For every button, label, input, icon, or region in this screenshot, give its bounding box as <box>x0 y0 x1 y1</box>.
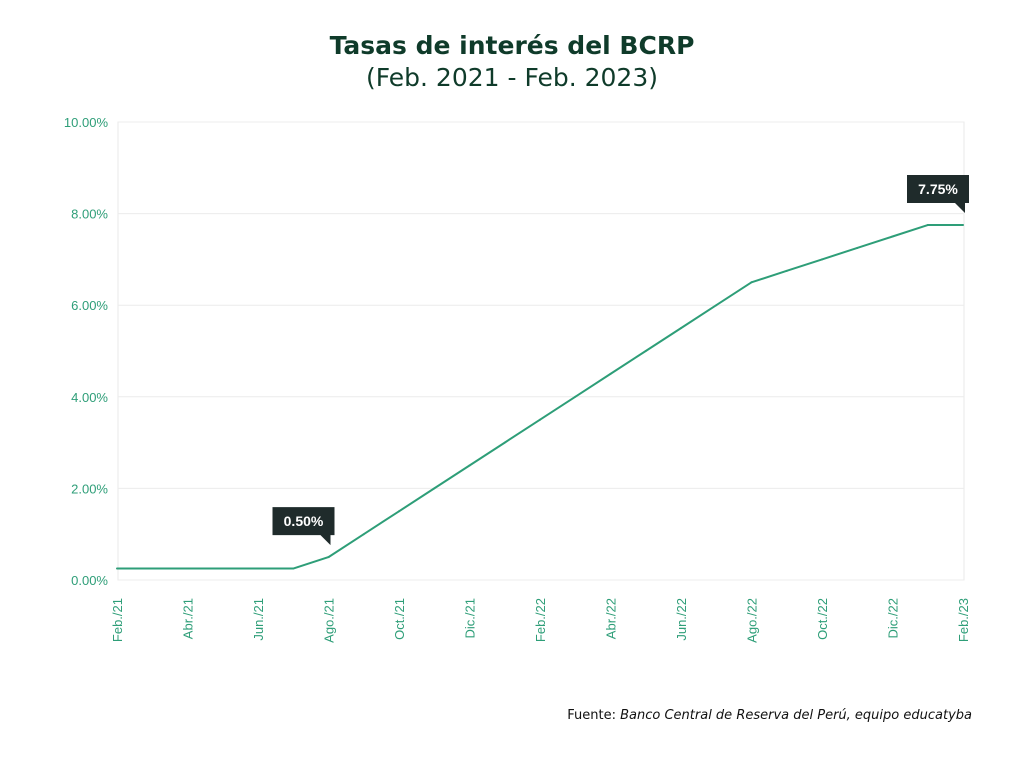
data-point <box>221 567 224 570</box>
x-tick-label: Oct./22 <box>815 598 830 640</box>
data-point <box>715 304 718 307</box>
chart-title: Tasas de interés del BCRP <box>329 31 695 60</box>
annotation-label: 0.50% <box>284 513 324 529</box>
data-point <box>292 567 295 570</box>
data-point <box>644 350 647 352</box>
data-point <box>468 464 471 467</box>
y-tick-label: 2.00% <box>71 481 108 496</box>
data-point <box>398 510 400 513</box>
data-point <box>680 327 682 330</box>
data-point <box>433 487 436 490</box>
x-tick-label: Feb./21 <box>110 598 125 642</box>
x-tick-label: Feb./23 <box>956 598 971 642</box>
annotation-callout: 0.50% <box>272 507 335 546</box>
data-point <box>750 281 753 284</box>
annotation-label: 7.75% <box>918 181 958 197</box>
x-tick-label: Abr./22 <box>604 598 619 639</box>
source-prefix: Fuente: <box>567 708 616 723</box>
data-point <box>962 224 964 227</box>
x-tick-label: Ago./21 <box>322 598 337 643</box>
x-tick-label: Jun./21 <box>251 598 266 641</box>
data-point <box>574 395 577 398</box>
chart-subtitle: (Feb. 2021 - Feb. 2023) <box>366 63 658 92</box>
data-point <box>785 269 788 272</box>
x-tick-label: Ago./22 <box>745 598 760 643</box>
y-tick-label: 6.00% <box>71 298 108 313</box>
data-point <box>327 556 330 559</box>
source-note: Fuente: Banco Central de Reserva del Per… <box>567 708 972 723</box>
data-point <box>257 567 259 570</box>
data-point <box>821 258 823 261</box>
data-point <box>362 533 365 536</box>
x-tick-label: Feb./22 <box>533 598 548 642</box>
data-point <box>116 567 118 570</box>
source-text: Banco Central de Reserva del Perú, equip… <box>620 708 972 723</box>
data-point <box>186 567 189 570</box>
x-tick-label: Abr./21 <box>181 598 196 639</box>
data-point <box>609 372 612 375</box>
data-point <box>891 235 894 238</box>
x-tick-label: Jun./22 <box>674 598 689 641</box>
x-tick-label: Dic./21 <box>463 598 478 638</box>
x-tick-label: Oct./21 <box>392 598 407 640</box>
plot-frame <box>117 121 965 581</box>
y-tick-label: 4.00% <box>71 390 108 405</box>
annotation-callout: 7.75% <box>907 175 969 214</box>
data-point <box>926 224 929 227</box>
annotation-box <box>272 507 335 546</box>
y-tick-label: 10.00% <box>64 115 109 130</box>
x-tick-label: Dic./22 <box>886 598 901 638</box>
y-tick-label: 0.00% <box>71 573 108 588</box>
data-point <box>539 418 541 421</box>
y-tick-label: 8.00% <box>71 207 108 222</box>
annotation-box <box>907 175 969 214</box>
data-point <box>503 441 506 444</box>
data-point <box>856 246 859 249</box>
data-point <box>151 567 154 570</box>
